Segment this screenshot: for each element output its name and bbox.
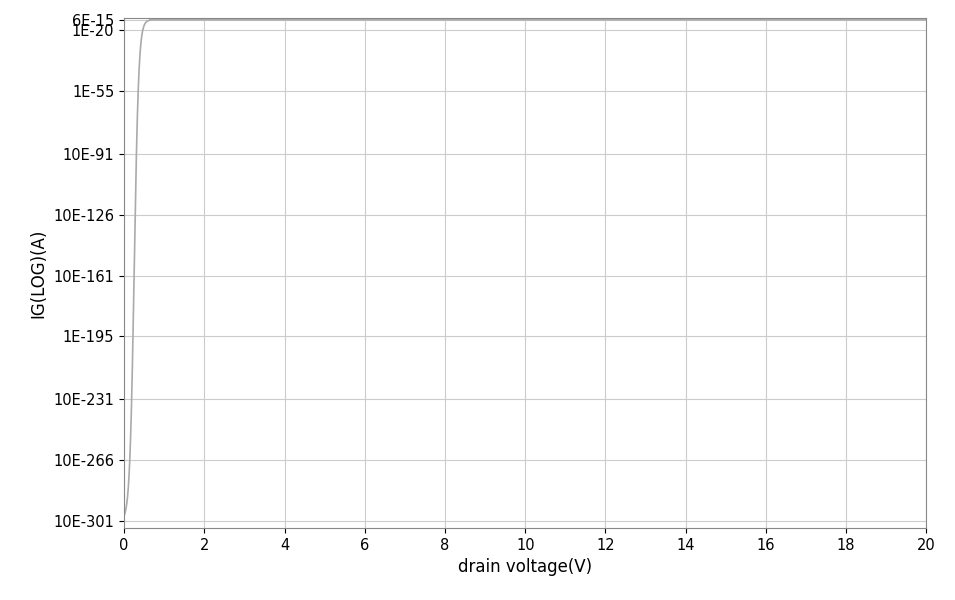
X-axis label: drain voltage(V): drain voltage(V) [458,558,592,576]
Y-axis label: IG(LOG)(A): IG(LOG)(A) [30,229,48,317]
